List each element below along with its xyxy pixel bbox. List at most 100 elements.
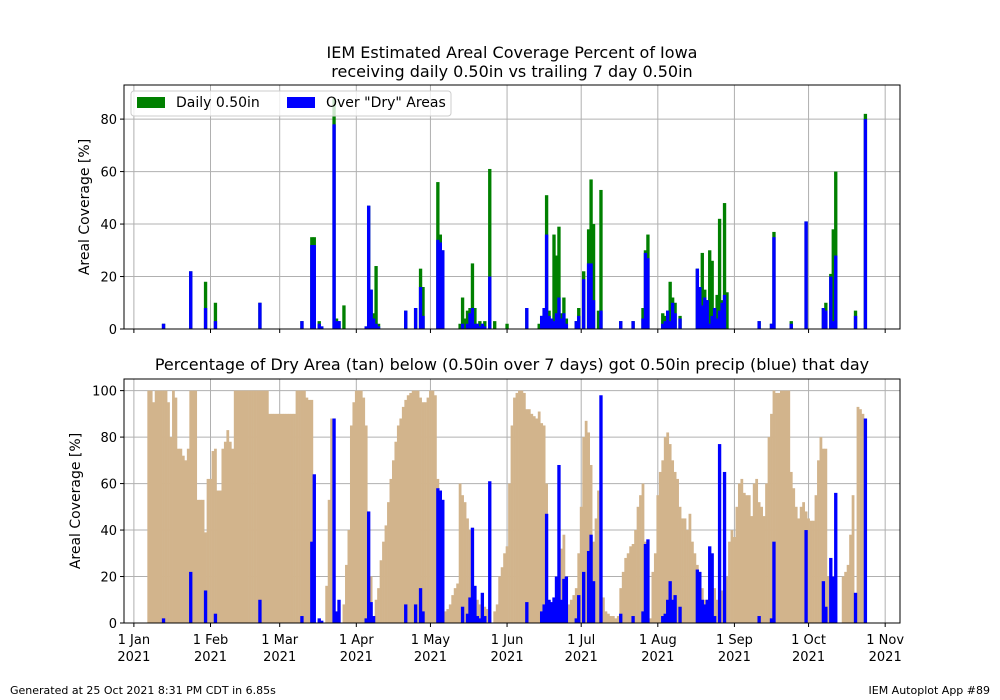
dry-area-bar [246,390,249,623]
dry-area-bar [649,618,652,623]
dry-area-bar [666,432,670,623]
dry-hit-bar [670,599,675,623]
dry-area-bar [362,397,366,623]
dry-hit-bar [722,294,727,329]
x-tick-label-year: 2021 [491,650,524,665]
dry-hit-bar [203,308,208,329]
dry-area-bar [391,460,395,623]
x-tick-label-year: 2021 [340,650,373,665]
footer-app: IEM Autoplot App #89 [868,684,991,697]
dry-hit-bar [574,321,578,329]
dry-area-bar [520,390,524,623]
legend-swatch-daily [137,97,165,108]
dry-area-bar [300,390,304,623]
bottom-x-ticks: 1 Jan 2021 1 Feb 2021 1 Mar 2021 1 Apr 2021 1 Ma… [117,623,904,665]
dry-area-bar [199,499,202,623]
dry-hit-bar [488,276,492,329]
dry-area-bar [387,502,390,623]
y-tick-label: 40 [100,218,117,233]
dry-hit-bar [436,488,440,623]
daily-bar [554,255,559,329]
dry-hit-bar [364,326,368,329]
dry-area-bar [275,413,279,623]
dry-hit-bar [441,499,445,623]
dry-area-bar [747,495,751,623]
dry-area-bar [683,518,687,623]
dry-area-bar [382,541,385,623]
x-tick-label: 1 May [411,633,451,648]
dry-area-bar [201,499,205,623]
dry-area-bar [822,448,825,623]
dry-area-bar [172,390,175,623]
dry-hit-bar [666,310,670,329]
dry-hit-bar [473,585,477,623]
dry-hit-bar [646,539,650,623]
dry-area-bar [298,390,301,623]
dry-area-bar [844,571,848,623]
dry-hit-bar [552,321,556,329]
dry-area-bar [401,406,405,623]
daily-bar [708,250,712,329]
dry-area-bar [693,553,697,623]
y-tick-label: 80 [100,113,117,128]
dry-hit-bar [470,527,475,623]
dry-area-bar [582,437,586,623]
dry-area-bar [456,583,460,623]
dry-area-bar [777,392,781,623]
legend: Daily 0.50in Over "Dry" Areas [130,90,452,117]
dry-area-bar [231,448,235,623]
dry-hit-bar [539,315,544,329]
dry-hit-bar [310,245,314,329]
dry-hit-bar [465,613,470,623]
daily-bar [715,294,719,329]
dry-area-bar [288,413,291,623]
dry-area-bar [537,411,541,623]
dry-area-bar [794,506,798,623]
dry-hit-bar [698,571,702,623]
daily-bar [717,218,722,329]
dry-area-bar [624,557,628,623]
dry-area-bar [607,613,610,623]
dry-area-bar [443,611,447,623]
x-tick-label-year: 2021 [792,650,825,665]
dry-area-bar [184,460,188,623]
top-axes: 0 20 40 60 80 Areal Coverage [%] [77,84,901,338]
dry-area-bar [715,599,719,623]
dry-area-bar [770,413,773,623]
dry-area-bar [159,390,163,623]
dry-area-bar [728,541,731,623]
dry-area-bar [663,437,667,623]
dry-area-bar [577,553,581,623]
dry-hit-bar [804,530,808,623]
dry-hit-bar [376,326,381,329]
dry-area-bar [359,390,363,623]
dry-area-bar [767,437,771,623]
dry-hit-bar [717,310,722,329]
legend-label-dry: Over "Dry" Areas [326,95,446,111]
x-tick-label-year: 2021 [565,650,598,665]
dry-hit-bar [577,315,581,329]
dry-area-bar [157,390,160,623]
dry-area-bar [389,478,393,623]
dry-area-bar [656,495,660,623]
dry-hit-bar [564,576,569,623]
daily-bar [661,313,665,329]
dry-area-bar [846,564,850,623]
dry-area-bar [280,413,284,623]
dry-area-bar [463,502,467,623]
dry-hit-bar [475,323,480,329]
dry-area-bar [755,478,759,623]
y-tick-label: 0 [109,617,117,632]
dry-hit-bar [646,258,650,329]
dry-hit-bar [772,237,776,329]
dry-hit-bar [708,546,712,623]
dry-area-bar [658,471,662,623]
daily-bar [710,260,714,329]
daily-bar [725,292,729,329]
dry-area-bar [634,530,637,623]
bottom-y-axis-label: Areal Coverage [%] [68,433,84,569]
dry-hit-bar [320,326,324,329]
dry-area-bar [374,599,378,623]
dry-area-bar [310,399,314,623]
dry-area-bar [369,576,373,623]
